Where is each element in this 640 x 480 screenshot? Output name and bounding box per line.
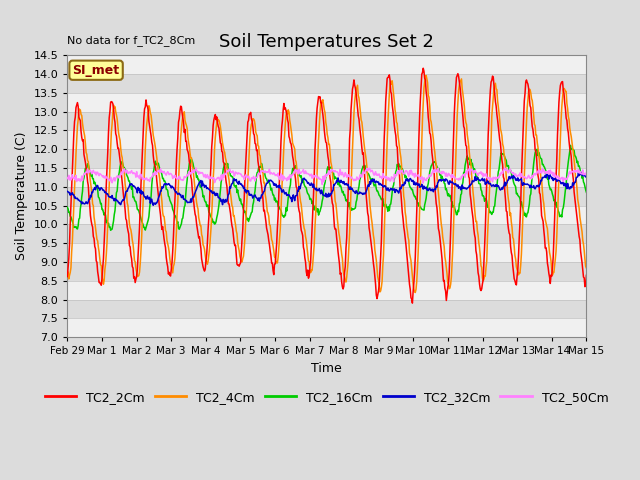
Bar (67, 55, 586, 74)
Y-axis label: Soil Temperature (C): Soil Temperature (C) (15, 132, 28, 261)
Text: SI_met: SI_met (72, 64, 120, 77)
Bar (67, 93, 586, 112)
Bar (67, 243, 586, 262)
Bar (67, 205, 586, 224)
Bar (67, 281, 586, 300)
Bar (67, 131, 586, 149)
Legend: TC2_2Cm, TC2_4Cm, TC2_16Cm, TC2_32Cm, TC2_50Cm: TC2_2Cm, TC2_4Cm, TC2_16Cm, TC2_32Cm, TC… (40, 385, 614, 408)
X-axis label: Time: Time (312, 362, 342, 375)
Title: Soil Temperatures Set 2: Soil Temperatures Set 2 (220, 33, 435, 51)
Bar (67, 318, 586, 337)
Bar (67, 168, 586, 187)
Text: No data for f_TC2_8Cm: No data for f_TC2_8Cm (67, 36, 196, 47)
